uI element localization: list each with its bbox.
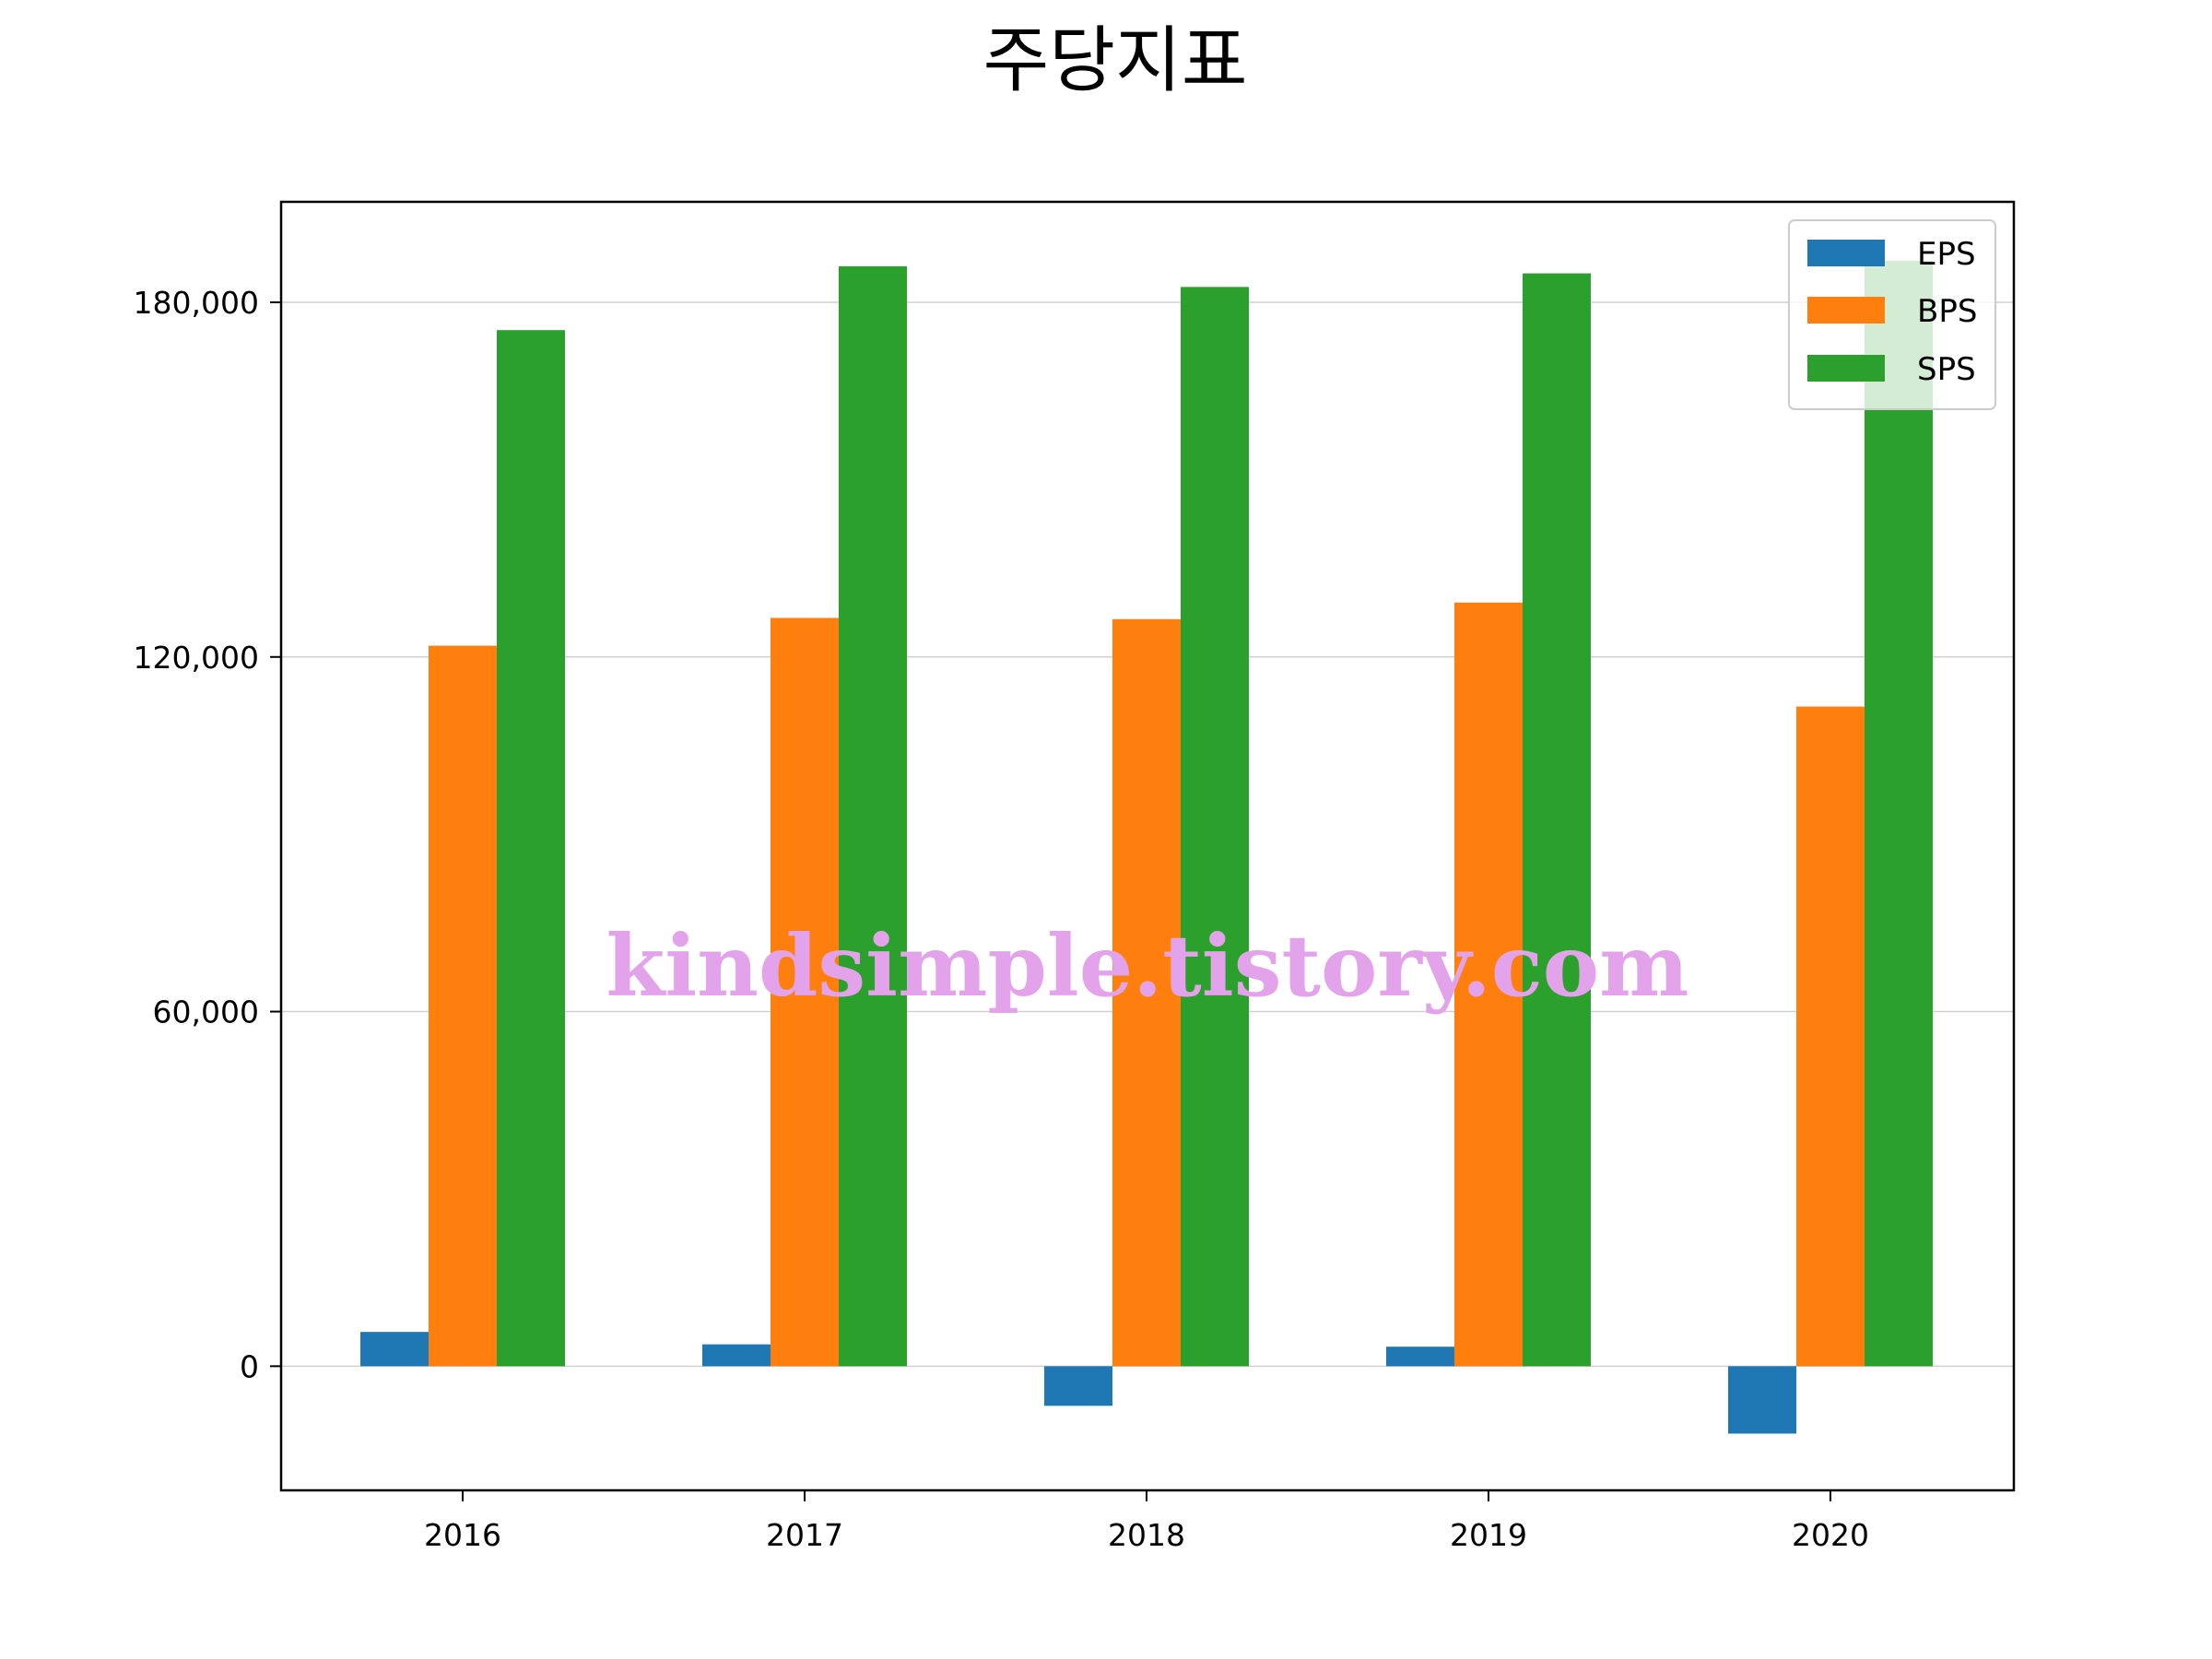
bar-bps-2017 <box>771 618 839 1367</box>
bar-sps-2019 <box>1523 273 1591 1367</box>
x-tick-label-2019: 2019 <box>1450 1517 1527 1553</box>
bar-eps-2018 <box>1044 1366 1112 1406</box>
bar-eps-2020 <box>1728 1366 1796 1434</box>
x-tick-label-2016: 2016 <box>424 1517 501 1553</box>
legend-label-sps: SPS <box>1917 351 1976 388</box>
legend-swatch-bps <box>1807 297 1885 324</box>
bar-eps-2017 <box>702 1344 771 1367</box>
bar-sps-2018 <box>1181 287 1249 1367</box>
legend: EPS BPS SPS <box>1788 219 1996 410</box>
bars <box>360 261 1933 1434</box>
legend-label-eps: EPS <box>1917 236 1976 273</box>
bar-bps-2018 <box>1112 618 1181 1367</box>
tick-labels: 0 60,000 120,000 180,000 2016 2017 2018 2019 202… <box>134 285 1869 1553</box>
y-tick-label-1: 60,000 <box>153 994 259 1030</box>
bar-eps-2019 <box>1386 1347 1454 1367</box>
x-tick-label-2018: 2018 <box>1108 1517 1185 1553</box>
legend-label-bps: BPS <box>1917 293 1977 330</box>
chart-title: 주당지표 <box>982 19 1247 102</box>
bar-bps-2019 <box>1454 602 1523 1367</box>
bar-sps-2017 <box>839 265 907 1367</box>
y-tick-label-0: 0 <box>240 1348 259 1384</box>
bar-bps-2016 <box>429 645 497 1367</box>
bar-bps-2020 <box>1796 706 1865 1367</box>
x-tick-label-2017: 2017 <box>766 1517 843 1553</box>
bar-eps-2016 <box>360 1332 429 1367</box>
legend-swatch-sps <box>1807 355 1885 382</box>
y-tick-label-3: 180,000 <box>134 285 259 321</box>
watermark-text: kindsimple.tistory.com <box>606 916 1688 1016</box>
bar-sps-2016 <box>497 330 565 1367</box>
legend-swatch-eps <box>1807 240 1885 266</box>
y-tick-label-2: 120,000 <box>134 640 259 676</box>
bar-sps-2020 <box>1865 261 1933 1367</box>
x-tick-label-2020: 2020 <box>1792 1517 1869 1553</box>
